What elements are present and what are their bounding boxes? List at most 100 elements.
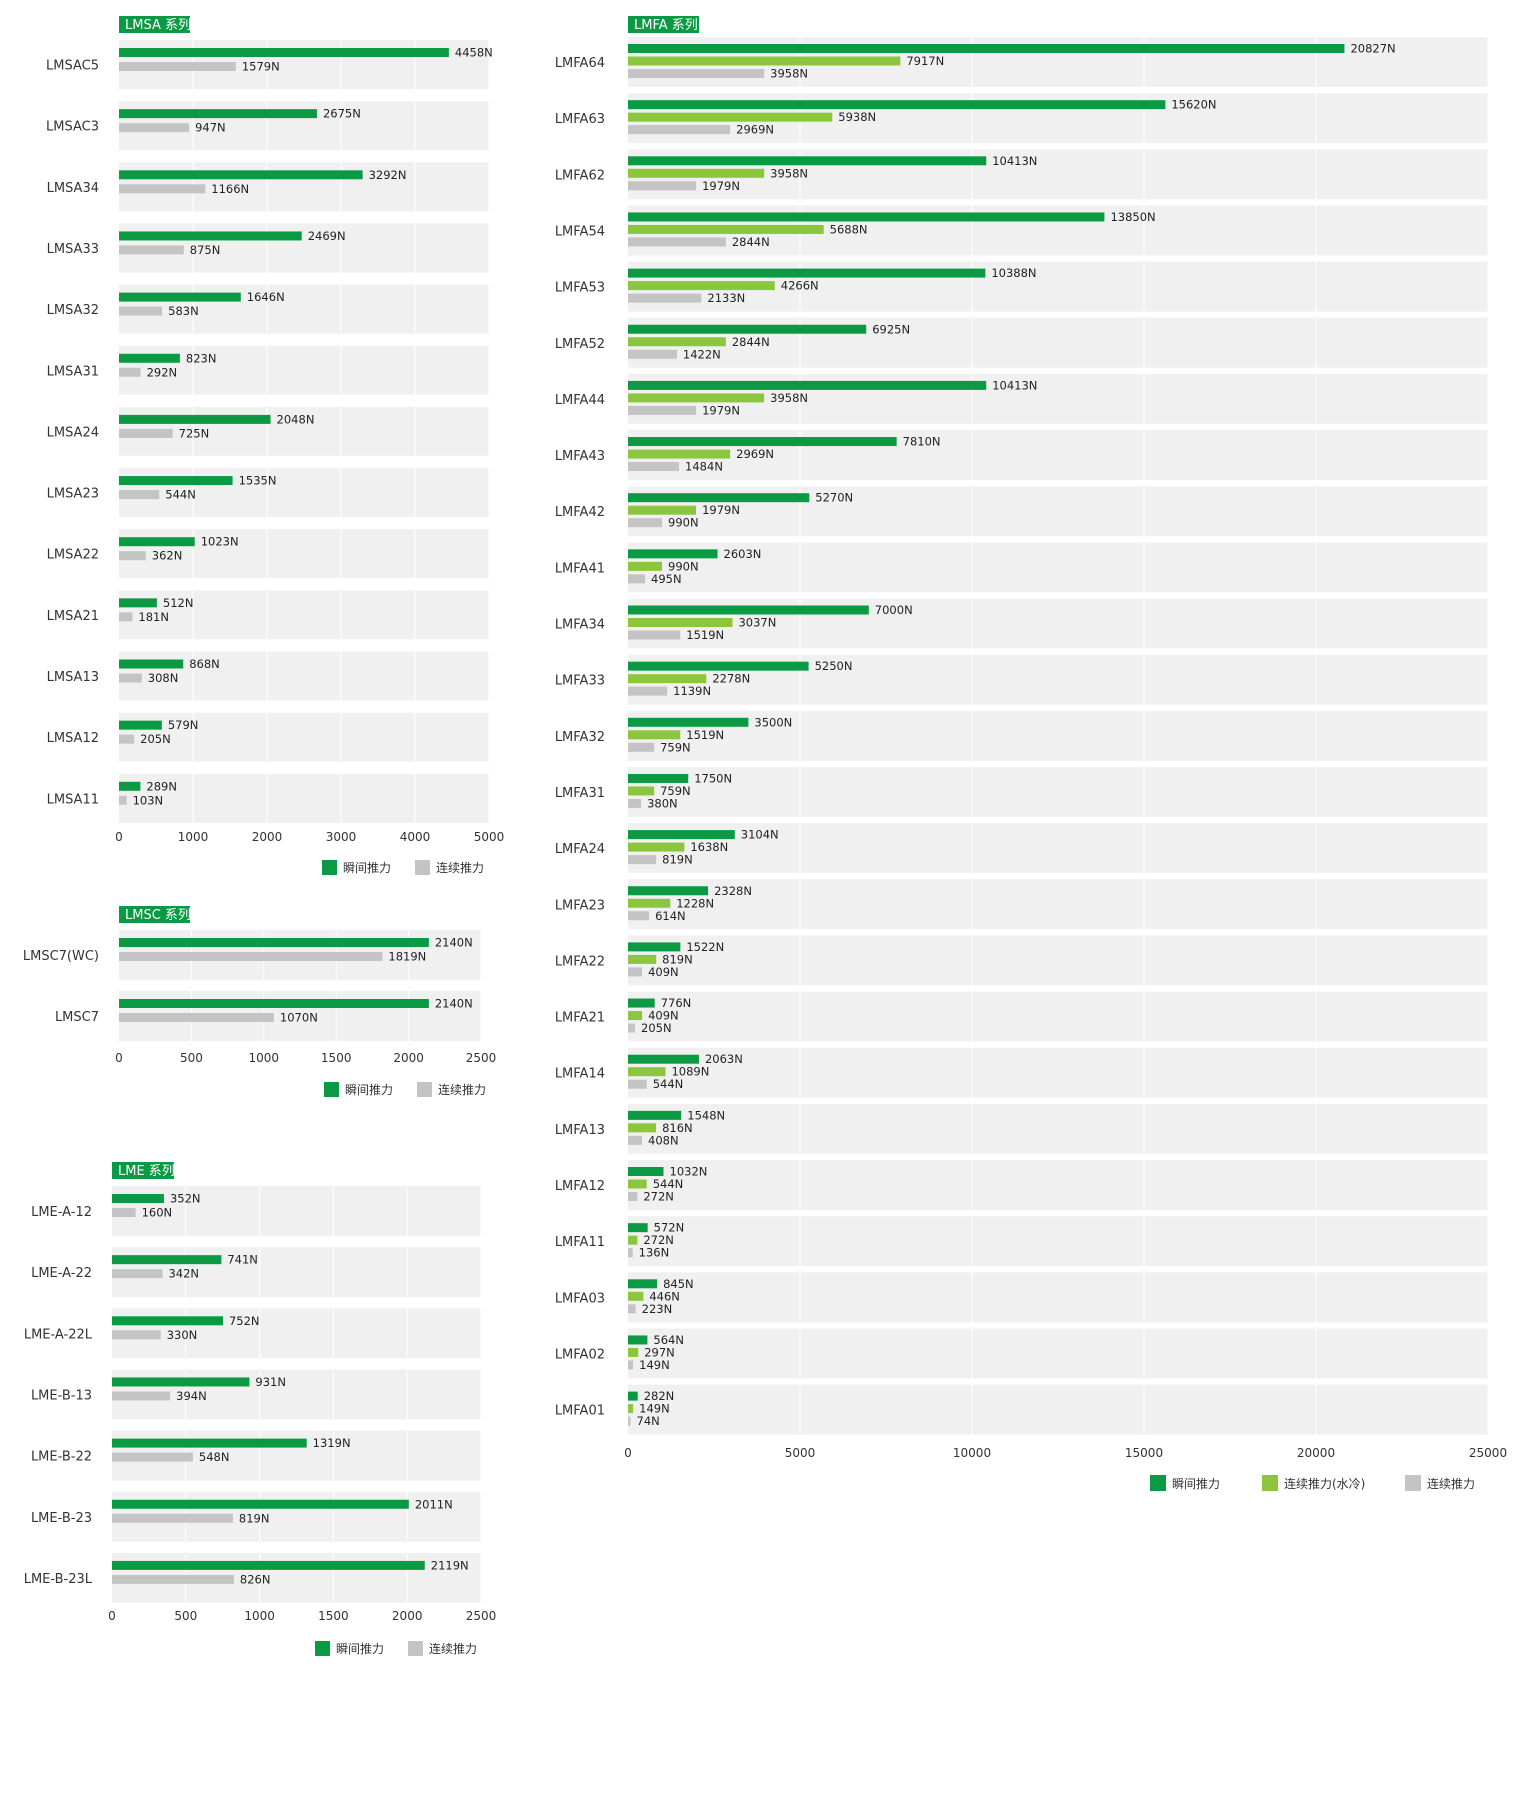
lmsa-category-label: LMSA13: [47, 670, 99, 685]
lmfa-bar: [628, 449, 731, 459]
lmfa-bar: [628, 618, 733, 627]
lmfa-bar: [628, 1110, 682, 1120]
lmfa-value-label: 544N: [653, 1177, 684, 1191]
lmfa-row-bg: [628, 991, 1488, 1042]
lmsa-bar: [119, 598, 157, 608]
lme-x-tick-label: 1000: [244, 1609, 275, 1623]
lmfa-legend-label: 连续推力: [1427, 1476, 1475, 1491]
lmfa-value-label: 2969N: [736, 123, 774, 137]
lmfa-value-label: 5250N: [815, 659, 853, 673]
lmfa-value-label: 7917N: [906, 54, 944, 68]
lmfa-value-label: 272N: [643, 1233, 674, 1247]
lmfa-x-tick-label: 5000: [785, 1446, 816, 1460]
lmsa-value-label: 868N: [189, 657, 220, 671]
lmfa-value-label: 205N: [641, 1021, 672, 1035]
lmsc-legend-swatch: [324, 1082, 339, 1097]
lmfa-category-label: LMFA21: [555, 1011, 605, 1026]
lmfa-value-label: 5688N: [830, 222, 868, 236]
lme-category-label: LME-B-23L: [24, 1572, 93, 1587]
lmsc-bar: [119, 952, 383, 961]
lmsa-category-label: LMSA12: [47, 731, 99, 746]
lmfa-category-label: LMFA41: [555, 561, 605, 576]
lmfa-value-label: 1032N: [670, 1165, 708, 1179]
lmsc-title-badge: [119, 906, 190, 923]
lmfa-category-label: LMFA02: [555, 1347, 605, 1362]
lmsa-value-label: 579N: [168, 718, 199, 732]
lmfa-value-label: 1979N: [702, 179, 740, 193]
lmfa-bar: [628, 911, 650, 921]
lmsa-row-bg: [119, 712, 489, 762]
lmfa-value-label: 223N: [642, 1302, 673, 1316]
lme-title-badge: [112, 1162, 174, 1179]
lmfa-bar: [628, 1179, 647, 1189]
lmsc-bar: [119, 999, 429, 1008]
lmfa-value-label: 1519N: [686, 728, 724, 742]
lmfa-bar: [628, 156, 987, 166]
lmfa-bar: [628, 1123, 657, 1133]
lmfa-category-label: LMFA52: [555, 337, 605, 352]
lmfa-bar: [628, 886, 709, 896]
lmfa-x-tick-label: 20000: [1297, 1446, 1335, 1460]
lme-value-label: 819N: [239, 1511, 270, 1525]
lmsa-bar: [119, 414, 271, 424]
lmfa-value-label: 1548N: [687, 1108, 725, 1122]
lmfa-bar: [628, 237, 726, 247]
lmfa-row-bg: [628, 1328, 1488, 1379]
lmfa-row-bg: [628, 1216, 1488, 1267]
lmsa-bar: [119, 551, 146, 561]
lmsa-x-tick-label: 4000: [400, 830, 431, 844]
lmfa-value-label: 10413N: [992, 154, 1037, 168]
lmfa-legend-label: 瞬间推力: [1172, 1477, 1220, 1491]
lmsc-x-tick-label: 2500: [466, 1051, 497, 1065]
lmsa-bar: [119, 48, 449, 57]
lmfa-value-label: 1979N: [702, 403, 740, 417]
lmfa-value-label: 149N: [639, 1358, 670, 1372]
lmfa-value-label: 495N: [651, 572, 682, 586]
lme-bar: [112, 1574, 234, 1584]
lme-bar: [112, 1255, 222, 1265]
lme-value-label: 342N: [168, 1267, 199, 1281]
lme-bar: [112, 1208, 136, 1217]
lmsa-value-label: 362N: [152, 549, 183, 563]
lmfa-category-label: LMFA24: [555, 842, 605, 857]
lmfa-value-label: 3104N: [741, 828, 779, 842]
lmsa-title-badge: [119, 16, 190, 33]
lmfa-category-label: LMFA42: [555, 505, 605, 520]
lmsa-bar: [119, 734, 135, 744]
lmfa-value-label: 2328N: [714, 884, 752, 898]
lmsa-x-tick-label: 3000: [326, 830, 357, 844]
lmsa-row-bg: [119, 590, 489, 640]
lmsa-value-label: 1535N: [239, 474, 277, 488]
lmfa-bar: [628, 405, 697, 415]
lmsa-value-label: 544N: [165, 488, 196, 502]
lmfa-bar: [628, 730, 681, 740]
lmfa-value-label: 282N: [644, 1389, 675, 1403]
lme-value-label: 741N: [227, 1253, 258, 1267]
lme-value-label: 1319N: [313, 1436, 351, 1450]
lmfa-value-label: 1422N: [683, 347, 721, 361]
lmfa-category-label: LMFA03: [555, 1291, 605, 1306]
lme-bar: [112, 1316, 223, 1326]
lmfa-category-label: LMFA14: [555, 1067, 605, 1082]
lmsa-x-tick-label: 1000: [178, 830, 209, 844]
lmfa-legend-label: 连续推力(水冷): [1284, 1476, 1365, 1491]
lmsa-bar: [119, 184, 206, 194]
lmsa-bar: [119, 170, 363, 180]
lmfa-category-label: LMFA01: [555, 1404, 605, 1419]
lmsa-value-label: 292N: [147, 365, 178, 379]
lmfa-value-label: 409N: [648, 965, 679, 979]
lmfa-value-label: 2844N: [732, 335, 770, 349]
lmsa-bar: [119, 353, 180, 363]
lme-x-tick-label: 1500: [318, 1609, 349, 1623]
lme-x-tick-label: 2500: [466, 1609, 497, 1623]
lmsa-bar: [119, 476, 233, 486]
lmfa-value-label: 990N: [668, 559, 699, 573]
lmsa-value-label: 3292N: [369, 168, 407, 182]
lmsa-legend-swatch: [415, 860, 430, 875]
lmfa-value-label: 819N: [662, 853, 693, 867]
lme-value-label: 2119N: [431, 1558, 469, 1572]
lme-bar: [112, 1513, 233, 1523]
lmfa-value-label: 1519N: [686, 628, 724, 642]
lme-bar: [112, 1391, 171, 1401]
lmfa-value-label: 4266N: [781, 279, 819, 293]
